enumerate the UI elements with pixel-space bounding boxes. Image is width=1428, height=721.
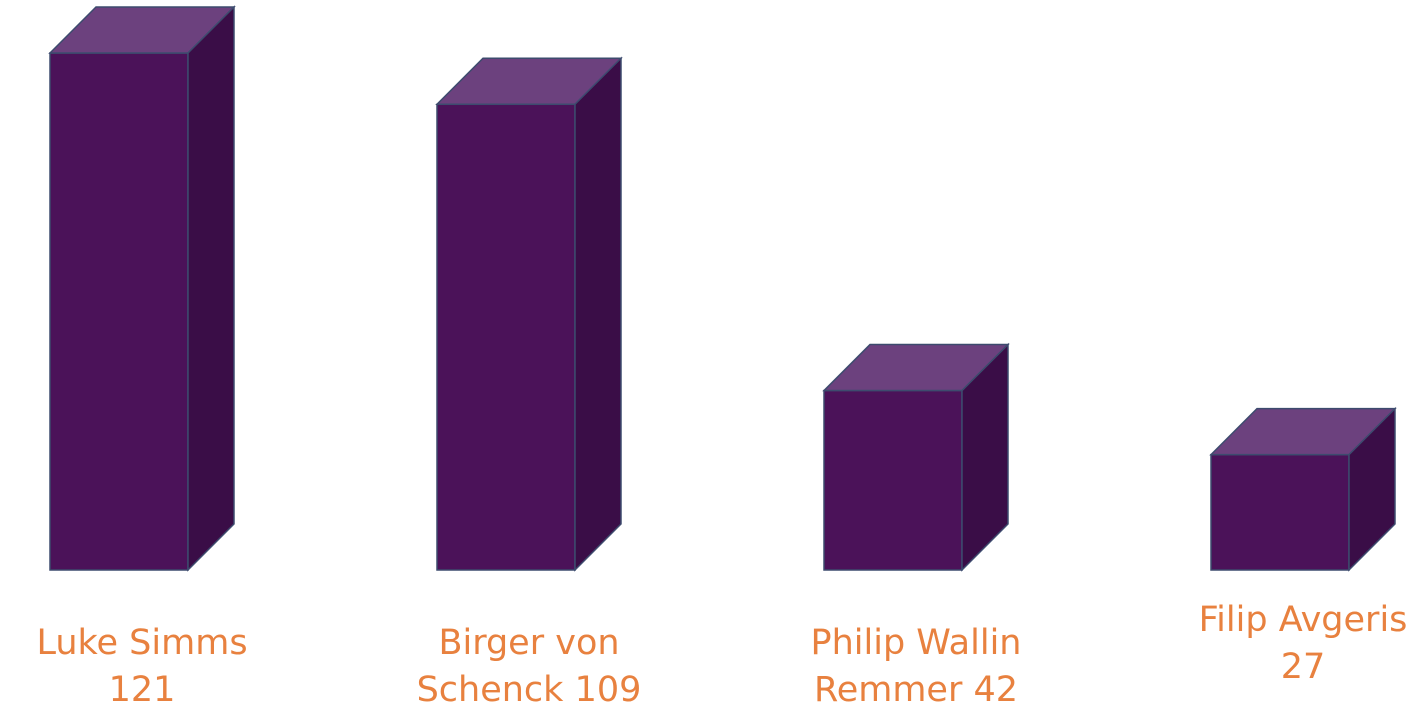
value-label: 27 [1280,647,1326,687]
category-label: Luke Simms 121 [17,620,267,714]
value-label: 121 [108,670,176,710]
bar-side [187,5,235,572]
bar-side [961,342,1009,572]
bar-side [574,56,622,572]
category-name: Luke Simms [36,623,248,663]
bar-front [1210,453,1350,571]
category-label: Filip Avgeris 27 [1178,597,1428,691]
category-name: Birger von Schenck [416,623,620,710]
category-label: Birger von Schenck 109 [404,620,654,714]
value-label: 109 [574,670,642,710]
value-label: 42 [973,670,1019,710]
category-name: Philip Wallin Remmer [810,623,1022,710]
bar-side [1348,406,1396,572]
category-name: Filip Avgeris [1198,600,1408,640]
category-label: Philip Wallin Remmer 42 [791,620,1041,714]
bar-front [823,389,963,571]
bar-front [436,103,576,571]
bar-front [49,52,189,571]
